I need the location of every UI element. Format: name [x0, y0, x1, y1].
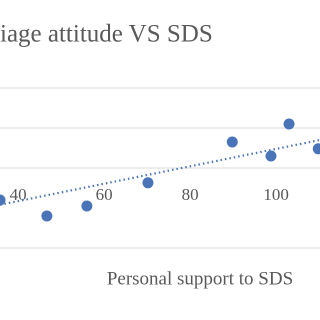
x-tick-label: 80	[182, 185, 199, 204]
x-tick-label: 100	[263, 185, 289, 204]
data-point	[312, 143, 320, 155]
data-point	[81, 200, 93, 212]
x-tick-label: 40	[10, 185, 27, 204]
data-point	[0, 194, 6, 206]
trendline	[0, 138, 320, 206]
data-point	[226, 136, 238, 148]
data-point	[283, 118, 295, 130]
x-axis-label: Personal support to SDS	[107, 268, 293, 289]
chart-title: iage attitude VS SDS	[0, 21, 213, 48]
data-point	[142, 177, 154, 189]
data-point	[265, 150, 277, 162]
data-point	[41, 210, 53, 222]
x-tick-label: 60	[96, 185, 113, 204]
